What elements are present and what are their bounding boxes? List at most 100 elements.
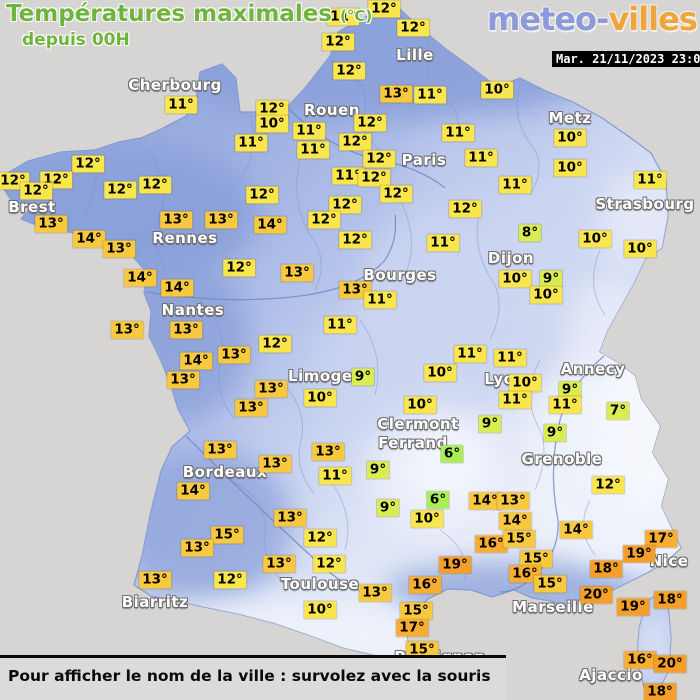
temperature-badge[interactable]: 11° (465, 149, 497, 167)
temperature-badge[interactable]: 12° (308, 211, 340, 229)
temperature-badge[interactable]: 14° (161, 279, 193, 297)
temperature-badge[interactable]: 11° (332, 167, 364, 185)
temperature-badge[interactable]: 12° (256, 100, 288, 118)
temperature-badge[interactable]: 10° (579, 230, 611, 248)
temperature-badge[interactable]: 10° (404, 396, 436, 414)
temperature-badge[interactable]: 13° (312, 443, 344, 461)
temperature-badge[interactable]: 15° (406, 641, 438, 659)
temperature-badge[interactable]: 11° (235, 134, 267, 152)
temperature-badge[interactable]: 13° (281, 264, 313, 282)
temperature-badge[interactable]: 12° (72, 155, 104, 173)
temperature-badge[interactable]: 12° (354, 114, 386, 132)
temperature-badge[interactable]: 15° (400, 602, 432, 620)
temperature-badge[interactable]: 12° (246, 186, 278, 204)
temperature-badge[interactable]: 12° (449, 200, 481, 218)
temperature-badge[interactable]: 13° (380, 85, 412, 103)
temperature-badge[interactable]: 12° (329, 196, 361, 214)
temperature-badge[interactable]: 14° (73, 230, 105, 248)
temperature-badge[interactable]: 13° (111, 321, 143, 339)
temperature-badge[interactable]: 16° (509, 565, 541, 583)
temperature-badge[interactable]: 13° (218, 346, 250, 364)
temperature-badge[interactable]: 14° (560, 521, 592, 539)
temperature-badge[interactable]: 15° (520, 550, 552, 568)
temperature-badge[interactable]: 9° (478, 415, 502, 433)
temperature-badge[interactable]: 13° (205, 211, 237, 229)
temperature-badge[interactable]: 12° (358, 169, 390, 187)
temperature-badge[interactable]: 17° (645, 530, 677, 548)
temperature-badge[interactable]: 9° (351, 368, 375, 386)
temperature-badge[interactable]: 13° (259, 455, 291, 473)
temperature-badge[interactable]: 16° (624, 651, 656, 669)
temperature-badge[interactable]: 11° (297, 141, 329, 159)
temperature-badge[interactable]: 11° (319, 467, 351, 485)
temperature-badge[interactable]: 11° (165, 96, 197, 114)
temperature-badge[interactable]: 9° (543, 424, 567, 442)
temperature-badge[interactable]: 19° (439, 556, 471, 574)
temperature-badge[interactable]: 13° (103, 240, 135, 258)
temperature-badge[interactable]: 12° (333, 62, 365, 80)
temperature-badge[interactable]: 12° (304, 529, 336, 547)
temperature-badge[interactable]: 10° (499, 270, 531, 288)
temperature-badge[interactable]: 12° (223, 259, 255, 277)
temperature-badge[interactable]: 10° (554, 159, 586, 177)
temperature-badge[interactable]: 11° (634, 171, 666, 189)
temperature-badge[interactable]: 13° (167, 371, 199, 389)
temperature-badge[interactable]: 13° (170, 321, 202, 339)
temperature-badge[interactable]: 18° (644, 683, 676, 700)
temperature-badge[interactable]: 12° (322, 33, 354, 51)
temperature-badge[interactable]: 11° (454, 345, 486, 363)
temperature-badge[interactable]: 14° (180, 352, 212, 370)
temperature-badge[interactable]: 13° (160, 211, 192, 229)
temperature-badge[interactable]: 12° (339, 231, 371, 249)
temperature-badge[interactable]: 13° (235, 399, 267, 417)
temperature-badge[interactable]: 18° (590, 560, 622, 578)
temperature-badge[interactable]: 13° (35, 215, 67, 233)
temperature-badge[interactable]: 17° (396, 619, 428, 637)
temperature-badge[interactable]: 13° (255, 380, 287, 398)
temperature-badge[interactable]: 13° (263, 555, 295, 573)
temperature-badge[interactable]: 14° (499, 512, 531, 530)
site-logo[interactable]: meteo-villes.com (487, 0, 700, 38)
temperature-badge[interactable]: 11° (427, 234, 459, 252)
temperature-badge[interactable]: 9° (376, 499, 400, 517)
temperature-badge[interactable]: 15° (503, 530, 535, 548)
temperature-badge[interactable]: 12° (592, 476, 624, 494)
temperature-badge[interactable]: 12° (139, 176, 171, 194)
temperature-badge[interactable]: 12° (104, 181, 136, 199)
temperature-badge[interactable]: 18° (654, 591, 686, 609)
temperature-badge[interactable]: 13° (181, 539, 213, 557)
temperature-badge[interactable]: 10° (530, 286, 562, 304)
temperature-badge[interactable]: 12° (380, 185, 412, 203)
temperature-badge[interactable]: 10° (481, 81, 513, 99)
temperature-badge[interactable]: 10° (411, 510, 443, 528)
temperature-badge[interactable]: 20° (654, 655, 686, 673)
temperature-badge[interactable]: 12° (368, 0, 400, 18)
temperature-badge[interactable]: 11° (499, 391, 531, 409)
temperature-badge[interactable]: 11° (324, 316, 356, 334)
temperature-badge[interactable]: 8° (518, 224, 542, 242)
temperature-badge[interactable]: 12° (363, 150, 395, 168)
temperature-badge[interactable]: 11° (293, 122, 325, 140)
temperature-badge[interactable]: 10° (554, 129, 586, 147)
temperature-badge[interactable]: 14° (124, 269, 156, 287)
temperature-badge[interactable]: 13° (339, 281, 371, 299)
temperature-badge[interactable]: 11° (549, 396, 581, 414)
temperature-badge[interactable]: 20° (580, 586, 612, 604)
temperature-badge[interactable]: 14° (469, 492, 501, 510)
temperature-badge[interactable]: 10° (624, 240, 656, 258)
temperature-badge[interactable]: 10° (304, 389, 336, 407)
temperature-badge[interactable]: 12° (214, 571, 246, 589)
temperature-badge[interactable]: 7° (606, 402, 630, 420)
temperature-badge[interactable]: 9° (366, 461, 390, 479)
temperature-badge[interactable]: 14° (254, 216, 286, 234)
temperature-badge[interactable]: 11° (327, 8, 359, 26)
temperature-badge[interactable]: 6° (426, 491, 450, 509)
temperature-badge[interactable]: 11° (494, 349, 526, 367)
temperature-badge[interactable]: 11° (364, 291, 396, 309)
temperature-badge[interactable]: 6° (440, 445, 464, 463)
temperature-badge[interactable]: 12° (20, 182, 52, 200)
temperature-badge[interactable]: 11° (499, 176, 531, 194)
temperature-badge[interactable]: 10° (256, 115, 288, 133)
temperature-badge[interactable]: 11° (414, 86, 446, 104)
